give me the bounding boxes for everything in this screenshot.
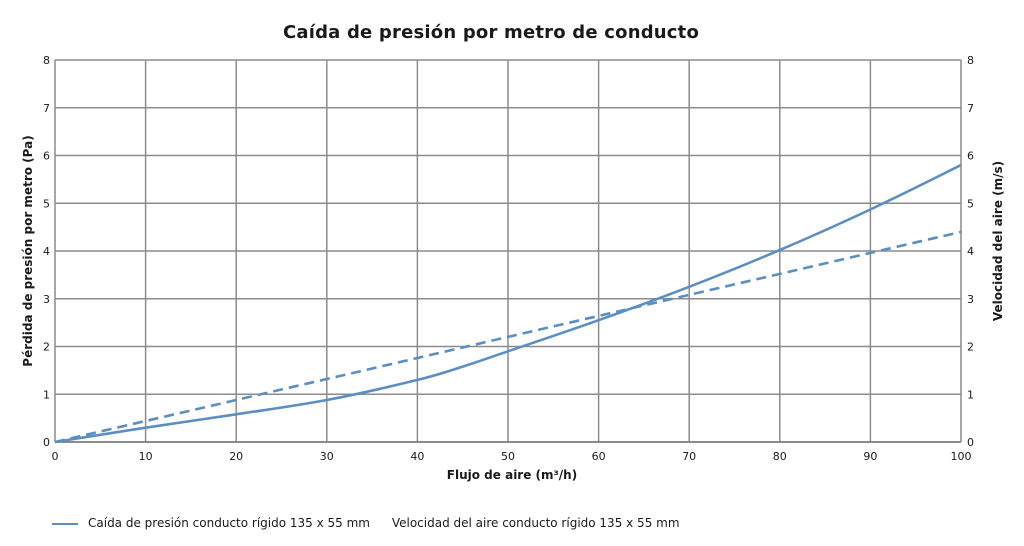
legend-label-velocity: Velocidad del aire conducto rígido 135 x… <box>391 516 680 530</box>
x-tick-label: 10 <box>139 450 153 463</box>
y2-tick-label: 0 <box>967 436 974 449</box>
y2-tick-label: 6 <box>967 150 974 163</box>
legend: Caída de presión conducto rígido 135 x 5… <box>52 516 698 530</box>
x-axis-label: Flujo de aire (m³/h) <box>447 468 577 482</box>
y2-axis-label: Velocidad del aire (m/s) <box>991 161 1005 321</box>
x-tick-label: 100 <box>951 450 972 463</box>
series-line-pressure <box>54 163 962 444</box>
y2-tick-label: 2 <box>967 341 974 354</box>
y2-tick-label: 8 <box>967 54 974 67</box>
x-tick-label: 40 <box>410 450 424 463</box>
y-tick-label: 8 <box>43 54 50 67</box>
series-line-velocity <box>54 230 962 444</box>
x-tick-label: 50 <box>501 450 515 463</box>
y-tick-label: 7 <box>43 102 50 115</box>
y-axis-label: Pérdida de presión por metro (Pa) <box>21 135 35 366</box>
y-tick-label: 4 <box>43 245 50 258</box>
x-tick-label: 20 <box>229 450 243 463</box>
y2-tick-label: 5 <box>967 197 974 210</box>
y2-tick-label: 4 <box>967 245 974 258</box>
y2-tick-label: 1 <box>967 388 974 401</box>
x-tick-label: 80 <box>773 450 787 463</box>
grid <box>54 59 962 443</box>
x-tick-label: 70 <box>682 450 696 463</box>
y-tick-label: 1 <box>43 388 50 401</box>
y-tick-label: 6 <box>43 150 50 163</box>
series-lines <box>54 163 962 444</box>
y2-tick-label: 7 <box>967 102 974 115</box>
legend-label-pressure: Caída de presión conducto rígido 135 x 5… <box>88 516 370 530</box>
x-tick-label: 0 <box>52 450 59 463</box>
y-tick-label: 3 <box>43 293 50 306</box>
x-tick-label: 30 <box>320 450 334 463</box>
legend-swatch-solid <box>52 522 78 525</box>
y-tick-label: 2 <box>43 341 50 354</box>
y-tick-label: 5 <box>43 197 50 210</box>
x-tick-label: 60 <box>592 450 606 463</box>
y2-tick-label: 3 <box>967 293 974 306</box>
legend-item-pressure: Caída de presión conducto rígido 135 x 5… <box>52 516 370 530</box>
chart-title: Caída de presión por metro de conducto <box>282 22 700 43</box>
x-tick-label: 90 <box>863 450 877 463</box>
legend-item-velocity: Velocidad del aire conducto rígido 135 x… <box>392 516 680 530</box>
y-tick-label: 0 <box>43 436 50 449</box>
